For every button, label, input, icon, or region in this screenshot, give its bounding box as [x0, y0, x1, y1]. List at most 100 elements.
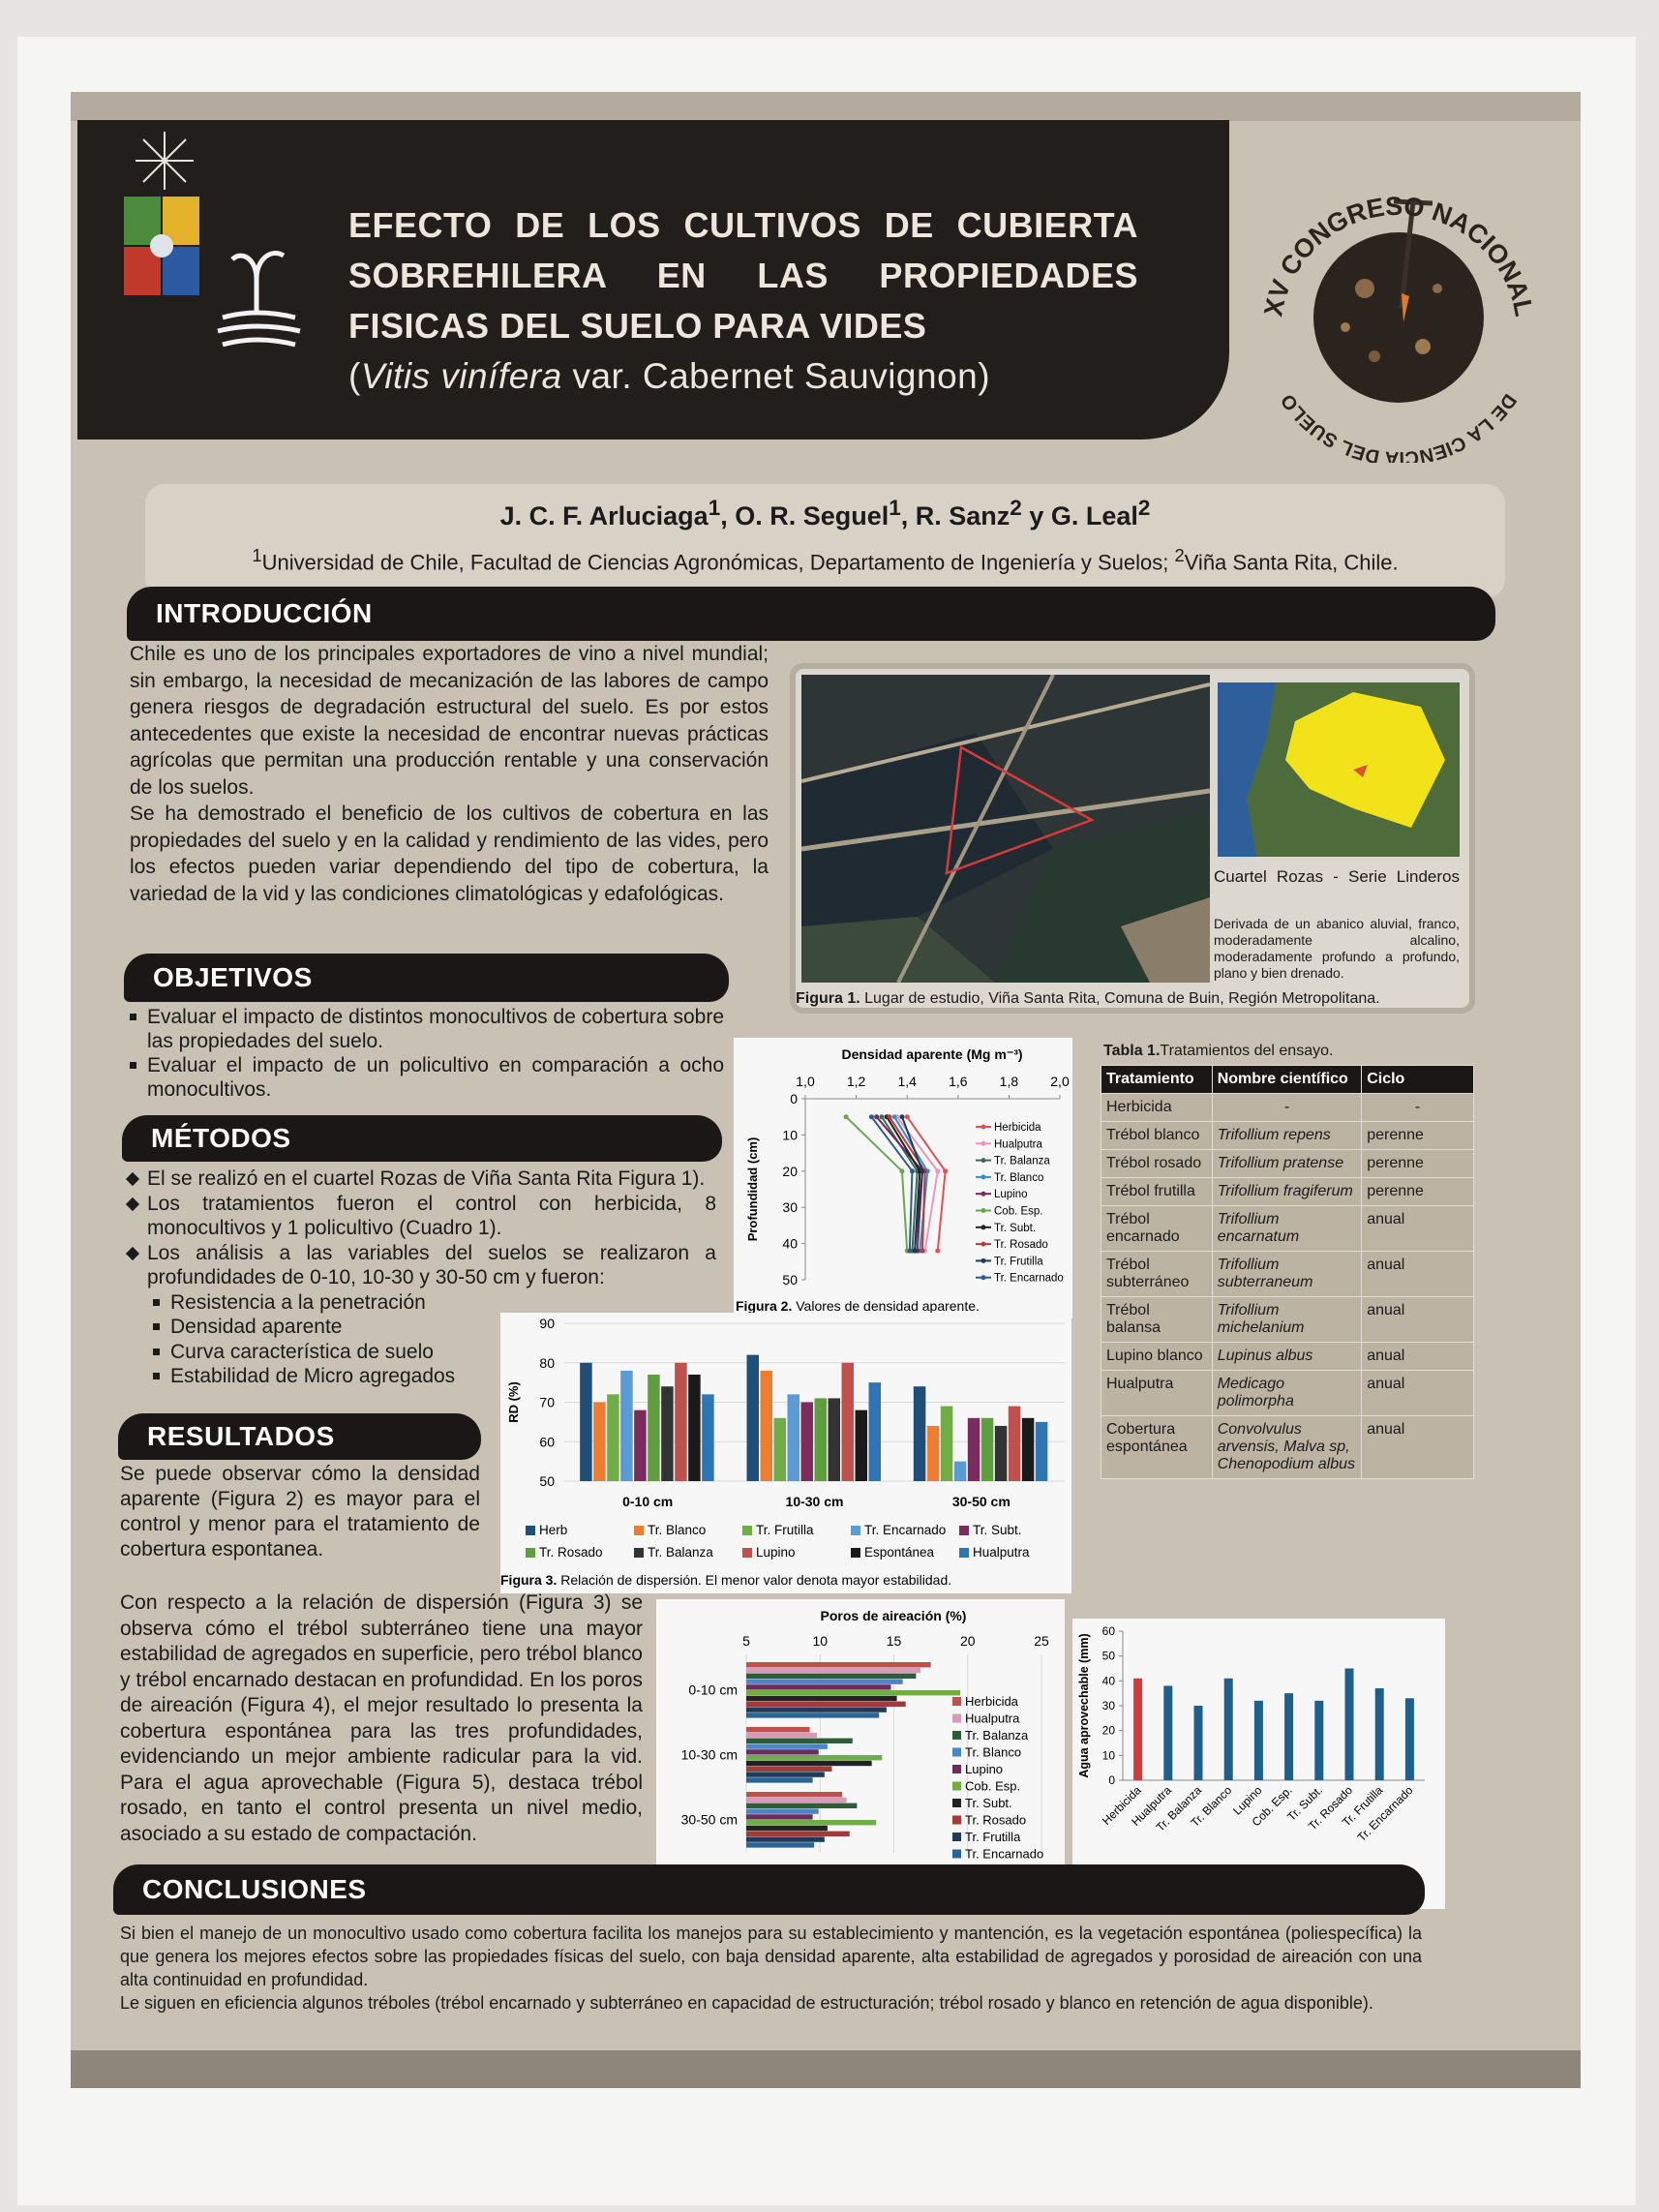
- site-title: Cuartel Rozas - Serie Linderos: [1214, 867, 1460, 886]
- caption-label: Tabla 1.: [1103, 1043, 1161, 1059]
- list-item: Los tratamientos fueron el control con h…: [124, 1192, 716, 1241]
- legend-label: Herb: [539, 1523, 567, 1537]
- table-cell: Trifollium michelanium: [1211, 1296, 1363, 1343]
- bar: [980, 1417, 994, 1481]
- bar: [926, 1425, 940, 1481]
- affiliation-text: Viña Santa Rita, Chile.: [1184, 550, 1399, 575]
- bar: [746, 1820, 877, 1826]
- y-tick-label: 80: [539, 1355, 555, 1371]
- figure4: Poros de aireación (%) 5 10 15 20 25 0-10 cm 10…: [656, 1599, 1065, 1885]
- bar: [675, 1362, 687, 1481]
- profile-point: [879, 1114, 885, 1120]
- profile-point: [904, 1114, 910, 1120]
- bar: [787, 1394, 799, 1481]
- y-tick-label: 10: [782, 1127, 798, 1142]
- bar: [661, 1386, 674, 1481]
- table-cell: anual: [1361, 1415, 1474, 1479]
- table-header-row: Tratamiento Nombre científico Ciclo: [1101, 1065, 1474, 1094]
- legend-swatch: [952, 1815, 961, 1825]
- legend-marker: [980, 1191, 986, 1197]
- y-tick-label: 60: [539, 1434, 555, 1449]
- bar: [746, 1772, 825, 1777]
- subtitle-species: Vitis vinífera: [360, 356, 562, 396]
- caption: Figura 3. Relación de dispersión. El men…: [500, 1572, 951, 1588]
- bar: [1008, 1406, 1021, 1481]
- bar: [688, 1374, 701, 1481]
- profile-point: [935, 1248, 941, 1254]
- bar: [702, 1394, 714, 1481]
- bar: [940, 1406, 953, 1481]
- methods-sublist: Resistencia a la penetración Densidad apa…: [147, 1290, 716, 1389]
- bar: [1133, 1678, 1143, 1780]
- bar: [746, 1760, 872, 1767]
- methods-block: El se realizó en el cuartel Rozas de Viñ…: [124, 1167, 716, 1389]
- legend-marker: [980, 1241, 986, 1247]
- paragraph: Se puede observar cómo la densidad apare…: [120, 1463, 480, 1561]
- bar: [1404, 1698, 1414, 1780]
- legend-marker: [980, 1124, 986, 1130]
- profile-point: [899, 1114, 905, 1120]
- table-cell: Trébol rosado: [1101, 1149, 1213, 1178]
- y-tick-label: 90: [539, 1316, 555, 1331]
- legend-label: Tr. Encarnado: [965, 1847, 1043, 1862]
- bar: [841, 1362, 854, 1481]
- bar: [746, 1727, 810, 1733]
- table-cell: Trifollium encarnatum: [1211, 1205, 1363, 1252]
- y-tick-label: 20: [782, 1164, 798, 1179]
- bar: [746, 1662, 931, 1668]
- author-affiliation: 1: [708, 496, 721, 520]
- author-affiliation: 2: [1010, 496, 1022, 520]
- legend-swatch: [952, 1833, 961, 1841]
- figure1-caption: Figura 1. Lugar de estudio, Viña Santa R…: [796, 990, 1473, 1008]
- legend-label: Tr. Rosado: [994, 1239, 1048, 1251]
- legend-label: Hualputra: [973, 1545, 1030, 1560]
- y-tick-label: 40: [1102, 1674, 1116, 1687]
- table-cell: Trifollium subterraneum: [1211, 1251, 1363, 1297]
- bar: [1223, 1678, 1233, 1780]
- results-text: Con respecto a la relación de dispersión…: [120, 1591, 643, 1847]
- legend-marker: [980, 1225, 986, 1230]
- x-tick-label: 5: [742, 1633, 750, 1649]
- heading: RESULTADOS: [147, 1421, 335, 1451]
- y-tick-label: 0: [790, 1091, 798, 1106]
- bar: [746, 1743, 828, 1749]
- bar: [1163, 1685, 1173, 1780]
- bar: [746, 1701, 906, 1707]
- heading: INTRODUCCIÓN: [156, 598, 373, 628]
- bar: [746, 1667, 920, 1674]
- table1-caption: Tabla 1.Tratamientos del ensayo.: [1103, 1043, 1333, 1060]
- profile-point: [887, 1114, 892, 1120]
- table-cell: Trébol encarnado: [1101, 1205, 1213, 1252]
- table-cell: anual: [1361, 1205, 1474, 1252]
- x-tick-label: 25: [1034, 1633, 1049, 1649]
- legend-label: Tr. Frutilla: [994, 1256, 1043, 1267]
- column-header: Ciclo: [1361, 1065, 1474, 1094]
- legend-label: Hualputra: [965, 1712, 1020, 1726]
- profile-point: [943, 1168, 949, 1174]
- legend-swatch: [851, 1526, 860, 1535]
- table-cell: Lupinus albus: [1211, 1342, 1363, 1371]
- table-row: Trébol balansa Trifollium michelanium anua…: [1101, 1296, 1474, 1343]
- paragraph: Chile es uno de los principales exportad…: [130, 643, 769, 799]
- column-header: Tratamiento: [1101, 1065, 1213, 1094]
- legend-label: Tr. Balanza: [994, 1156, 1050, 1167]
- profile-point: [907, 1248, 913, 1254]
- legend-label: Tr. Frutilla: [756, 1523, 814, 1537]
- table-cell: perenne: [1361, 1149, 1474, 1178]
- bar: [746, 1712, 880, 1718]
- subtitle-open: (: [348, 356, 361, 396]
- legend-marker: [980, 1158, 986, 1164]
- table-cell: Convolvulus arvensis, Malva sp, Chenopod…: [1211, 1415, 1363, 1479]
- bar: [913, 1386, 926, 1481]
- y-tick-label: 10-30 cm: [681, 1747, 738, 1763]
- treatments-table: Tratamiento Nombre científico Ciclo Herbici…: [1101, 1065, 1474, 1479]
- table-cell: Medicago polimorpha: [1211, 1370, 1363, 1416]
- profile-point: [868, 1114, 874, 1120]
- figure3: 50 60 70 80 90 RD (%) 0-10 cm 10-30 cm 30-50 cm H…: [500, 1313, 1071, 1593]
- bar: [953, 1461, 967, 1481]
- legend-label: Tr. Rosado: [539, 1545, 603, 1560]
- bar: [746, 1695, 897, 1702]
- legend-label: Espontánea: [864, 1545, 935, 1560]
- legend-label: Tr. Encarnado: [994, 1273, 1064, 1285]
